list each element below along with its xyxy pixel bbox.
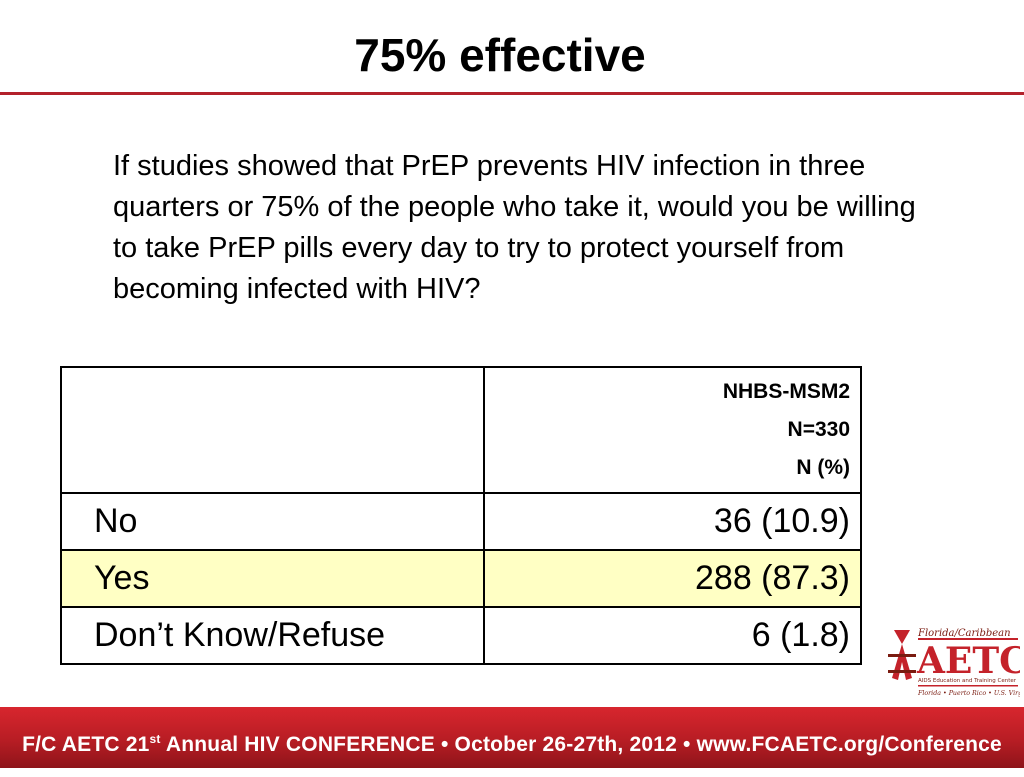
footer-banner: F/C AETC 21st Annual HIV CONFERENCE • Oc… (0, 707, 1024, 768)
table-row-highlighted: Yes 288 (87.3) (60, 549, 862, 608)
header-unit: N (%) (796, 456, 850, 479)
header-study-name: NHBS-MSM2 (722, 380, 850, 403)
footer-suffix: Annual HIV CONFERENCE • October 26-27th,… (160, 733, 1002, 756)
svg-text:Florida • Puerto Rico • U.S. V: Florida • Puerto Rico • U.S. Virgin Isla… (917, 690, 1020, 697)
table-row: No 36 (10.9) (60, 492, 862, 551)
footer-prefix: F/C AETC 21 (22, 733, 150, 756)
footer-ordinal: st (149, 732, 161, 746)
results-table: NHBS-MSM2 N=330 N (%) No 36 (10.9) Yes 2… (60, 366, 862, 665)
row-value-dont-know: 6 (1.8) (483, 606, 862, 665)
footer-conference-text: F/C AETC 21st Annual HIV CONFERENCE • Oc… (0, 707, 1024, 768)
svg-text:AIDS Education and Training Ce: AIDS Education and Training Center (918, 678, 1017, 684)
header-sample-size: N=330 (787, 418, 850, 441)
survey-question: If studies showed that PrEP prevents HIV… (113, 150, 916, 305)
table-header-empty-cell (60, 366, 485, 494)
table-row: Don’t Know/Refuse 6 (1.8) (60, 606, 862, 665)
svg-text:Florida/Caribbean: Florida/Caribbean (917, 628, 1011, 639)
ribbon-icon (894, 630, 910, 644)
row-label-no: No (60, 492, 485, 551)
row-label-dont-know: Don’t Know/Refuse (60, 606, 485, 665)
table-header-cell: NHBS-MSM2 N=330 N (%) (483, 366, 862, 494)
svg-text:AETC: AETC (916, 640, 1020, 682)
aetc-logo-graphic: Florida/Caribbean AETC AIDS Education an… (888, 624, 1024, 700)
table-header-row: NHBS-MSM2 N=330 N (%) (60, 366, 862, 494)
title-divider (0, 92, 1024, 95)
row-label-yes: Yes (60, 549, 485, 608)
row-value-no: 36 (10.9) (483, 492, 862, 551)
aetc-logo: Florida/Caribbean AETC AIDS Education an… (888, 624, 1024, 700)
row-value-yes: 288 (87.3) (483, 549, 862, 608)
slide-title: 75% effective (354, 29, 646, 81)
